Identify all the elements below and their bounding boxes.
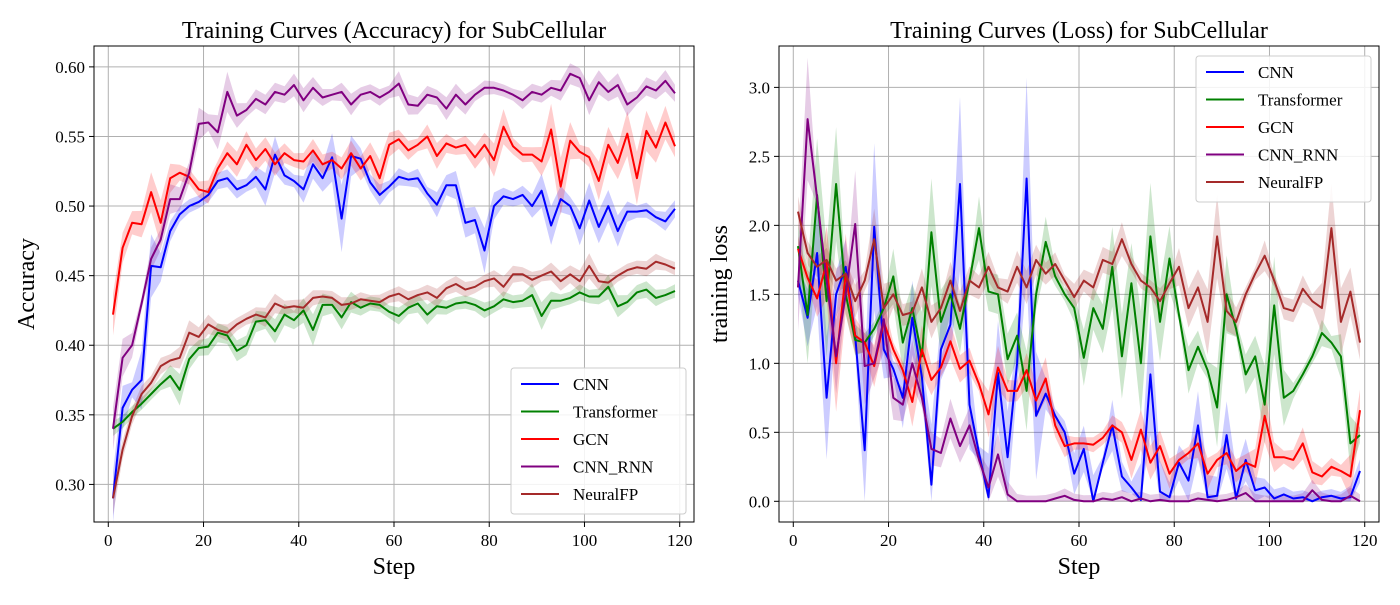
legend-label-neuralfp: NeuralFP: [573, 485, 638, 504]
y-tick-label: 0.50: [55, 197, 85, 216]
chart-panel-loss: 0 20 40 60 80 100 120 0.0 0.5 1.0 1.5 2.0 2.5 3.0 Trai…: [707, 18, 1380, 580]
x-tick-label: 40: [975, 531, 992, 550]
series-line-cnn_rnn: [112, 72, 676, 429]
y-tick-label: 0.55: [55, 127, 85, 146]
x-tick-label: 20: [195, 531, 212, 550]
legend-label-gcn: GCN: [1258, 118, 1294, 137]
y-tick-label: 0.60: [55, 58, 85, 77]
chart-title: Training Curves (Accuracy) for SubCellul…: [182, 18, 606, 44]
x-tick-label: 40: [290, 531, 307, 550]
series-line-neuralfp: [797, 211, 1361, 343]
x-tick-label: 0: [789, 531, 798, 550]
x-tick-label: 80: [1166, 531, 1183, 550]
y-tick-label: 0.35: [55, 406, 85, 425]
series-band-neuralfp: [113, 253, 675, 516]
series-band-gcn: [113, 103, 675, 336]
series-line-transformer: [112, 285, 676, 430]
x-tick-label: 120: [667, 531, 693, 550]
legend-label-cnn: CNN: [1258, 63, 1294, 82]
y-tick-label: 0.5: [749, 423, 770, 442]
legend: CNN Transformer GCN CNN_RNN NeuralFP: [510, 367, 687, 515]
x-tick-label: 0: [104, 531, 113, 550]
x-tick-label: 120: [1352, 531, 1378, 550]
legend-label-gcn: GCN: [573, 430, 609, 449]
legend-label-neuralfp: NeuralFP: [1258, 173, 1323, 192]
x-tick-label: 100: [1257, 531, 1283, 550]
y-tick-label: 1.5: [749, 285, 770, 304]
series-band-neuralfp: [798, 183, 1360, 360]
y-tick-label: 0.30: [55, 475, 85, 494]
series-line-neuralfp: [112, 260, 676, 499]
x-tick-label: 60: [1071, 531, 1088, 550]
series-line-cnn: [112, 153, 676, 499]
x-tick-label: 60: [386, 531, 403, 550]
y-tick-label: 2.0: [749, 216, 770, 235]
y-tick-label: 2.5: [749, 147, 770, 166]
x-axis-label: Step: [373, 554, 416, 580]
series-line-transformer: [797, 183, 1361, 445]
y-tick-label: 0.0: [749, 492, 770, 511]
series-line-cnn: [797, 177, 1361, 503]
legend-box: [1195, 55, 1372, 203]
x-tick-label: 100: [572, 531, 598, 550]
series-group: [112, 63, 676, 522]
x-axis-label: Step: [1058, 554, 1101, 580]
series-line-cnn_rnn: [797, 118, 1361, 503]
chart-panel-accuracy: 0 20 40 60 80 100 120 0.30 0.35 0.40 0.45 0.50 0.55 0…: [14, 18, 695, 580]
legend-label-cnn_rnn: CNN_RNN: [573, 458, 653, 477]
x-tick-label: 80: [481, 531, 498, 550]
legend-label-transformer: Transformer: [573, 403, 658, 422]
legend-label-cnn: CNN: [573, 375, 609, 394]
y-tick-label: 0.40: [55, 336, 85, 355]
x-tick-label: 20: [880, 531, 897, 550]
grid-lines: [94, 46, 694, 522]
chart-title: Training Curves (Loss) for SubCellular: [890, 18, 1268, 44]
y-tick-label: 0.45: [55, 267, 85, 286]
series-line-gcn: [112, 121, 676, 315]
series-group: [797, 57, 1361, 503]
y-tick-label: 1.0: [749, 354, 770, 373]
y-axis-label: Accuracy: [14, 238, 40, 330]
legend-box: [510, 367, 687, 515]
series-band-transformer: [113, 274, 675, 436]
legend-label-transformer: Transformer: [1258, 91, 1343, 110]
series-line-gcn: [797, 248, 1361, 478]
legend: CNN Transformer GCN CNN_RNN NeuralFP: [1195, 55, 1372, 203]
y-tick-label: 3.0: [749, 78, 770, 97]
y-axis-label: training loss: [707, 225, 733, 343]
legend-label-cnn_rnn: CNN_RNN: [1258, 146, 1338, 165]
